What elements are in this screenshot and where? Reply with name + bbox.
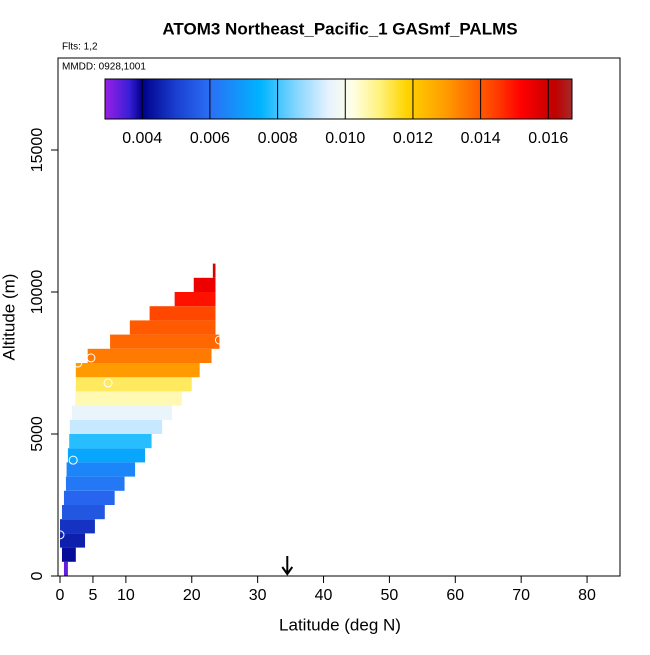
colorbar-tick-label: 0.006: [190, 130, 230, 147]
cell: [149, 306, 216, 321]
x-tick-label: 80: [578, 587, 596, 604]
marker: [55, 530, 65, 540]
x-axis-label: Latitude (deg N): [279, 615, 401, 634]
cell: [63, 561, 68, 576]
cell: [71, 405, 172, 420]
colorbar-tick-label: 0.004: [122, 130, 162, 147]
y-tick-label: 5000: [29, 416, 46, 452]
x-tick-label: 30: [249, 587, 267, 604]
cell: [212, 263, 216, 278]
cell: [129, 320, 216, 335]
cell: [75, 391, 182, 406]
cell: [69, 419, 163, 435]
x-tick-label: 60: [446, 587, 464, 604]
colorbar-tick-label: 0.012: [393, 130, 433, 147]
y-tick-label: 15000: [29, 128, 46, 173]
y-axis-label: Altitude (m): [0, 274, 18, 361]
marker: [68, 455, 78, 465]
x-tick-label: 10: [117, 587, 135, 604]
cell: [66, 462, 136, 477]
cell: [65, 476, 125, 491]
cell: [174, 292, 216, 307]
colorbar: [104, 78, 573, 120]
cell: [61, 505, 105, 520]
chart-title: ATOM3 Northeast_Pacific_1 GASmf_PALMS: [162, 19, 517, 38]
marker: [103, 378, 113, 388]
cell: [60, 519, 95, 534]
marker: [214, 335, 224, 345]
colorbar-tick-label: 0.010: [325, 130, 365, 147]
cell: [67, 448, 145, 463]
colorbar-tick-label: 0.014: [461, 130, 501, 147]
x-tick-label: 70: [512, 587, 530, 604]
y-tick-label: 10000: [29, 270, 46, 315]
colorbar-tick-label: 0.008: [258, 130, 298, 147]
marker: [73, 358, 83, 368]
date-note: MMDD: 0928,1001: [62, 62, 146, 73]
y-tick-label: 0: [29, 571, 46, 580]
x-tick-label: 40: [315, 587, 333, 604]
colorbar-tick-label: 0.016: [528, 130, 568, 147]
cell: [110, 334, 220, 349]
x-tick-label: 20: [183, 587, 201, 604]
cell: [193, 277, 216, 293]
x-tick-label: 50: [381, 587, 399, 604]
x-tick-label: 5: [88, 587, 97, 604]
arrow: [281, 556, 294, 576]
plot-frame: [57, 57, 621, 577]
cell: [61, 547, 76, 562]
marker: [86, 353, 96, 363]
cell: [87, 348, 212, 364]
cell: [75, 377, 192, 392]
cell: [60, 533, 86, 548]
cell: [69, 434, 152, 449]
flights-note: Flts: 1,2: [62, 42, 98, 53]
cell: [63, 490, 115, 506]
x-tick-label: 0: [56, 587, 65, 604]
cell: [75, 363, 200, 378]
